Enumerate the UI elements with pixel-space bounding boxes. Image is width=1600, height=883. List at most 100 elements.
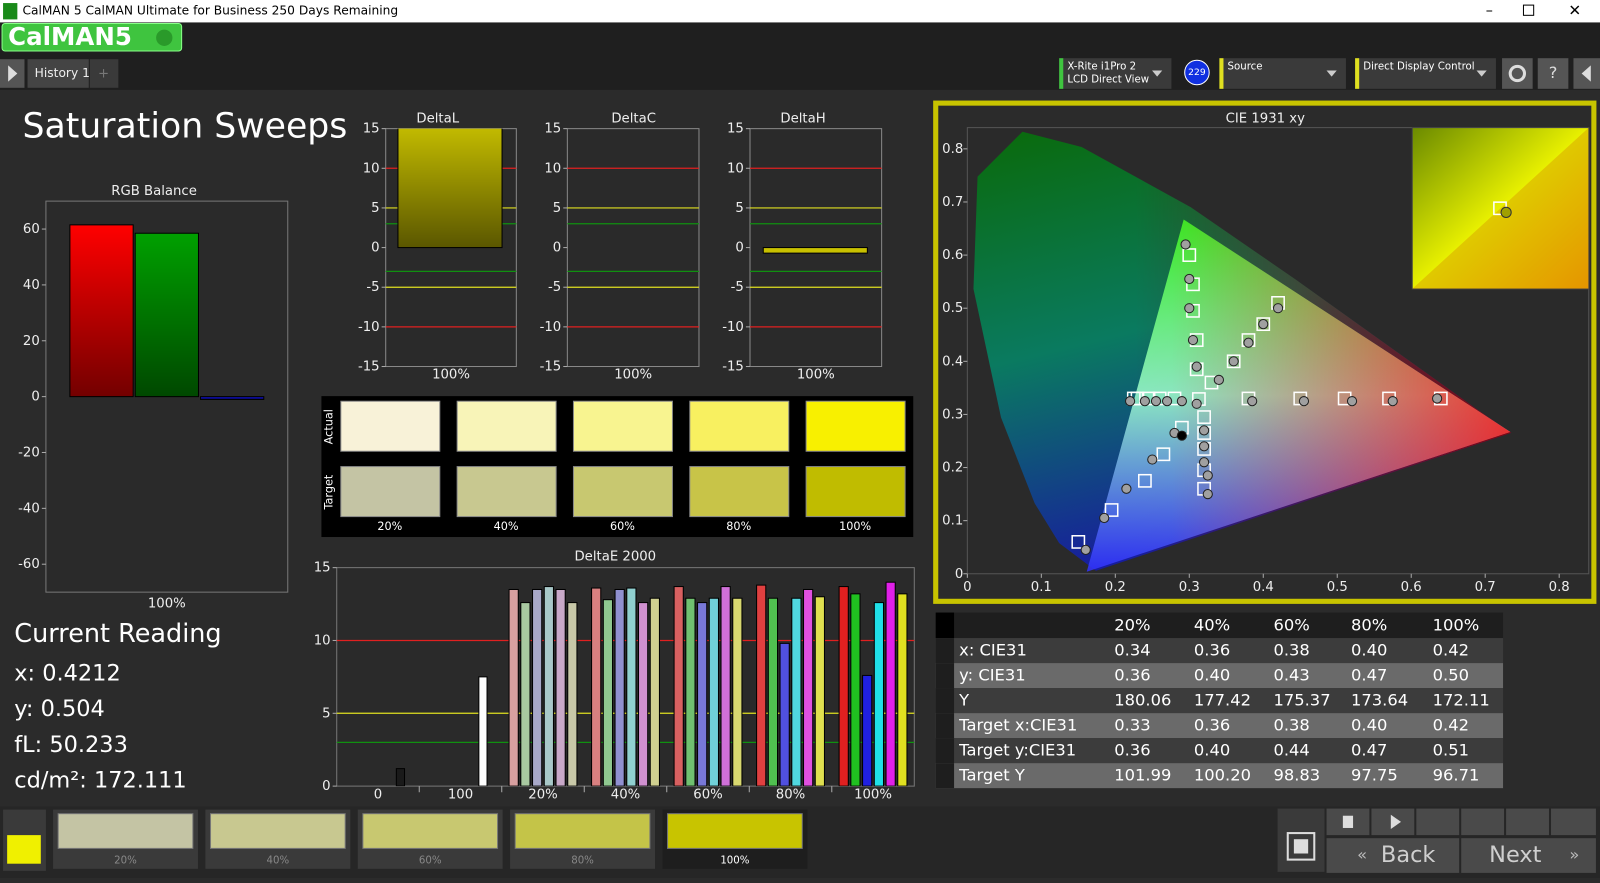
measured-point [1147, 454, 1158, 465]
bars [397, 128, 503, 249]
table-cell: 173.64 [1351, 690, 1408, 709]
minimize[interactable]: – [1486, 3, 1493, 19]
table-header-cell: 20% [1114, 615, 1150, 634]
bar [756, 584, 767, 787]
chart-title: DeltaL [416, 111, 459, 126]
stop-icon-inner [1293, 839, 1309, 854]
swatch-button-label: 100% [720, 856, 749, 867]
y-tick-label: -15 [358, 360, 380, 375]
bar [767, 597, 779, 787]
table-cell: 0.51 [1433, 740, 1469, 759]
swatch [689, 400, 790, 452]
x-tick-label: 0.2 [1105, 580, 1126, 595]
table-cell: 97.75 [1351, 765, 1398, 784]
bar [638, 602, 649, 787]
help-icon: ? [1549, 63, 1558, 82]
swatch-row-label: Target [323, 474, 336, 510]
y-tick-label: 10 [363, 161, 380, 176]
logo-menu[interactable] [156, 29, 173, 46]
y-tick-label: 15 [363, 122, 380, 137]
table-cell: 0.40 [1194, 740, 1230, 759]
table-header [935, 612, 1504, 639]
logo-button[interactable] [1, 22, 183, 52]
y-tick-label: -20 [18, 445, 40, 460]
measured-point [1387, 396, 1398, 407]
swatch [572, 466, 673, 518]
next-button[interactable] [1461, 838, 1596, 873]
swatch-color [514, 813, 651, 849]
refresh-button[interactable] [1506, 808, 1549, 836]
table-header-cell: 60% [1273, 615, 1309, 634]
back-button[interactable] [1326, 838, 1460, 873]
measured-point [1258, 319, 1269, 330]
check-button[interactable] [1551, 808, 1596, 836]
swatch-column-label: 20% [377, 520, 402, 533]
table-cell: 0.34 [1114, 640, 1150, 659]
y-tick-label: 5 [371, 201, 379, 216]
measure-button[interactable] [1416, 808, 1460, 836]
badge[interactable] [1184, 59, 1210, 86]
target-point [1256, 317, 1271, 332]
y-tick-label: 20 [23, 334, 40, 349]
dropdown-arrow [1326, 70, 1337, 77]
tab[interactable] [27, 59, 89, 88]
display-select[interactable] [1355, 58, 1496, 89]
swatch-color [362, 813, 499, 849]
close[interactable]: ✕ [1568, 2, 1581, 20]
table-header-cell: 40% [1194, 615, 1230, 634]
meter-indicator [1059, 58, 1064, 89]
loop-button[interactable] [1461, 808, 1505, 836]
swatch [340, 400, 441, 452]
table-cell: 0.42 [1433, 715, 1469, 734]
y-tick-label: -40 [18, 501, 40, 516]
table-cell: 0.38 [1273, 640, 1309, 659]
measured-point [1243, 337, 1254, 348]
x-tick-label: 0.3 [1179, 580, 1200, 595]
table-cell: 96.71 [1433, 765, 1480, 784]
y-tick-label: 15 [544, 122, 561, 137]
table-cell: 0.50 [1433, 665, 1469, 684]
x-tick-label: 100% [148, 596, 186, 611]
display-indicator [1355, 58, 1360, 89]
swatch-color [667, 813, 803, 849]
bar [520, 602, 531, 787]
y-tick-label: 10 [314, 633, 331, 648]
table-cell: 0.44 [1273, 740, 1309, 759]
help-button[interactable] [1537, 58, 1569, 89]
table-cell: 0.47 [1351, 665, 1387, 684]
measured-point [1176, 430, 1187, 441]
x-tick-label: 40% [611, 787, 640, 802]
measured-point [1184, 303, 1195, 314]
bar [762, 247, 868, 254]
x-tick-label: 20% [528, 787, 557, 802]
y-tick-label: 0 [322, 779, 330, 794]
table-row [935, 663, 1504, 689]
settings-button[interactable] [1502, 58, 1533, 89]
table-cell: Target Y [958, 765, 1025, 784]
control-buttons [1326, 808, 1596, 836]
measured-point [1161, 396, 1173, 407]
table-cell: 0.36 [1194, 715, 1230, 734]
chart-title: RGB Balance [111, 184, 197, 199]
next-label: Next [1489, 842, 1541, 868]
bar [697, 602, 708, 787]
table-cell: Target x:CIE31 [958, 715, 1077, 734]
reading-line: cd/m²: 172.111 [14, 768, 186, 794]
x-tick-label: 0.1 [1031, 580, 1052, 595]
bar [543, 586, 554, 787]
measured-point [1191, 361, 1202, 372]
table-cell: 0.40 [1351, 640, 1387, 659]
collapse-icon [1581, 65, 1591, 82]
source-select[interactable] [1219, 58, 1346, 89]
meter-select[interactable] [1059, 58, 1172, 89]
table-cell: 0.43 [1273, 665, 1309, 684]
maximize[interactable] [1522, 4, 1535, 16]
y-tick-label: 5 [553, 201, 561, 216]
bar [897, 593, 908, 787]
add-tab[interactable] [89, 59, 119, 88]
y-tick-label: 0.7 [942, 195, 963, 210]
measured-point [1184, 273, 1195, 285]
target-point [1197, 410, 1211, 424]
measured-point [1080, 544, 1091, 555]
